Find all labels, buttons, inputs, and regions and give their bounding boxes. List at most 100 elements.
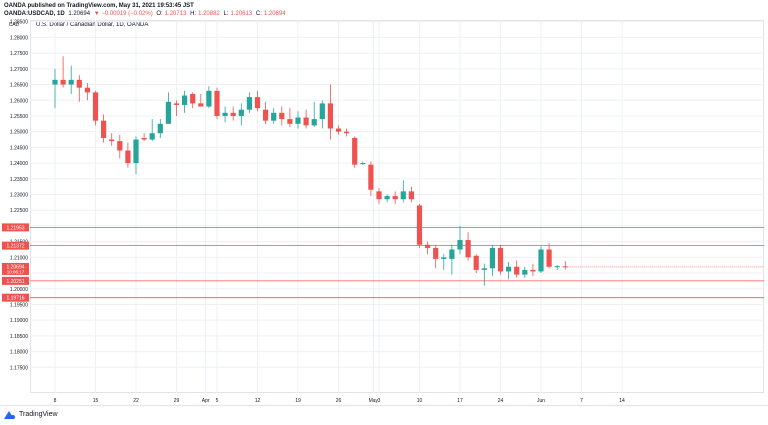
candle-body[interactable] (562, 266, 568, 268)
candle-body[interactable] (360, 163, 366, 165)
candle-body[interactable] (157, 123, 163, 134)
candle-body[interactable] (352, 137, 358, 165)
chart-title: U.S. Dollar / Canadian Dollar, 1D, OANDA (36, 22, 149, 28)
y-tick-label: 1.26000 (10, 98, 28, 104)
candle-body[interactable] (271, 112, 277, 121)
candle-body[interactable] (68, 79, 74, 85)
candle-body[interactable] (254, 97, 261, 109)
candle-body[interactable] (481, 268, 487, 270)
candle-body[interactable] (522, 269, 528, 275)
candle-body[interactable] (457, 240, 463, 250)
candle-body[interactable] (392, 196, 398, 200)
candle-body[interactable] (465, 240, 471, 258)
candle-body[interactable] (425, 244, 431, 248)
y-tick-label: 1.19000 (10, 318, 28, 324)
candle-body[interactable] (92, 92, 99, 121)
candle-body[interactable] (76, 79, 82, 88)
candle-body[interactable] (489, 247, 495, 269)
candle-body[interactable] (546, 249, 552, 267)
candle-body[interactable] (449, 249, 455, 259)
candle-body[interactable] (506, 266, 512, 272)
candle-body[interactable] (368, 164, 374, 190)
candle-body[interactable] (554, 266, 560, 268)
candle-body[interactable] (173, 103, 180, 105)
chart-header: OANDA published on TradingView.com, May … (4, 2, 288, 18)
footer-bar: TradingView (0, 405, 768, 425)
y-tick-label: 1.18500 (10, 334, 28, 340)
open-label: O: (156, 11, 163, 17)
candle-body[interactable] (133, 139, 139, 164)
candle-body[interactable] (287, 119, 293, 124)
candle-body[interactable] (408, 191, 414, 200)
candle-body[interactable] (433, 247, 439, 259)
candle-body[interactable] (384, 196, 390, 200)
candle-body[interactable] (198, 103, 204, 107)
y-tick-label: 1.26500 (10, 83, 28, 89)
candle-body[interactable] (149, 133, 155, 140)
x-tick-label: 10 (417, 398, 423, 404)
candle-body[interactable] (206, 90, 212, 107)
candle-body[interactable] (473, 255, 479, 270)
candle-body[interactable] (319, 103, 325, 120)
y-axis-unit: CAD (8, 22, 20, 28)
candle-body[interactable] (60, 79, 66, 85)
candle-body[interactable] (376, 191, 382, 200)
candle-body[interactable] (117, 141, 123, 151)
candle-body[interactable] (530, 269, 536, 272)
symbol-label: OANDA:USDCAD, 1D (4, 11, 65, 17)
y-tick-label: 1.24000 (10, 161, 28, 167)
candle-body[interactable] (141, 137, 147, 140)
x-tick-label: 29 (174, 398, 180, 404)
candle-body[interactable] (84, 87, 90, 93)
candle-body[interactable] (222, 112, 228, 116)
y-tick-label: 1.18000 (10, 350, 28, 356)
y-tick-label: 1.25500 (10, 114, 28, 120)
candle-body[interactable] (190, 93, 196, 104)
candle-body[interactable] (311, 119, 317, 126)
candle-body[interactable] (344, 131, 350, 134)
candle-body[interactable] (238, 109, 244, 116)
candle-body[interactable] (263, 109, 269, 121)
published-text: OANDA published on TradingView.com, May … (4, 3, 194, 9)
y-tick-label: 1.22500 (10, 208, 28, 214)
x-tick-label: 3 (378, 398, 381, 404)
level-label-box (2, 276, 29, 285)
x-tick-label: 15 (93, 398, 99, 404)
candle-body[interactable] (109, 139, 115, 142)
x-tick-label: Apr (202, 398, 210, 404)
candle-body[interactable] (514, 266, 520, 275)
candle-body[interactable] (400, 191, 406, 200)
y-tick-label: 1.25000 (10, 130, 28, 136)
candle-body[interactable] (214, 90, 220, 116)
candle-body[interactable] (52, 79, 58, 85)
y-tick-label: 1.23000 (10, 193, 28, 199)
candle-body[interactable] (165, 101, 171, 124)
candle-body[interactable] (303, 117, 309, 126)
candle-body[interactable] (538, 249, 544, 272)
y-tick-label: 1.27500 (10, 51, 28, 57)
candle-body[interactable] (182, 95, 188, 105)
level-label-box (2, 223, 29, 232)
x-tick-label: 8 (54, 398, 57, 404)
y-tick-label: 1.23500 (10, 177, 28, 183)
x-tick-label: 26 (336, 398, 342, 404)
tradingview-icon (4, 410, 16, 419)
candle-body[interactable] (441, 257, 447, 259)
candle-body[interactable] (246, 97, 252, 110)
candle-body[interactable] (327, 103, 333, 129)
tradingview-logo[interactable]: TradingView (4, 410, 58, 419)
candle-body[interactable] (101, 120, 107, 138)
x-tick-label: Jun (537, 398, 545, 404)
x-tick-label: 14 (619, 398, 625, 404)
candle-body[interactable] (279, 112, 285, 120)
candle-body[interactable] (335, 128, 342, 132)
candle-body[interactable] (295, 117, 301, 124)
candle-body[interactable] (497, 247, 504, 272)
open-value: 1.20713 (164, 11, 187, 17)
candle-body[interactable] (230, 112, 236, 116)
published-line: OANDA published on TradingView.com, May … (4, 2, 288, 10)
level-label: 1.21372 (6, 244, 24, 250)
candle-body[interactable] (416, 205, 423, 245)
candle-body[interactable] (125, 150, 131, 164)
